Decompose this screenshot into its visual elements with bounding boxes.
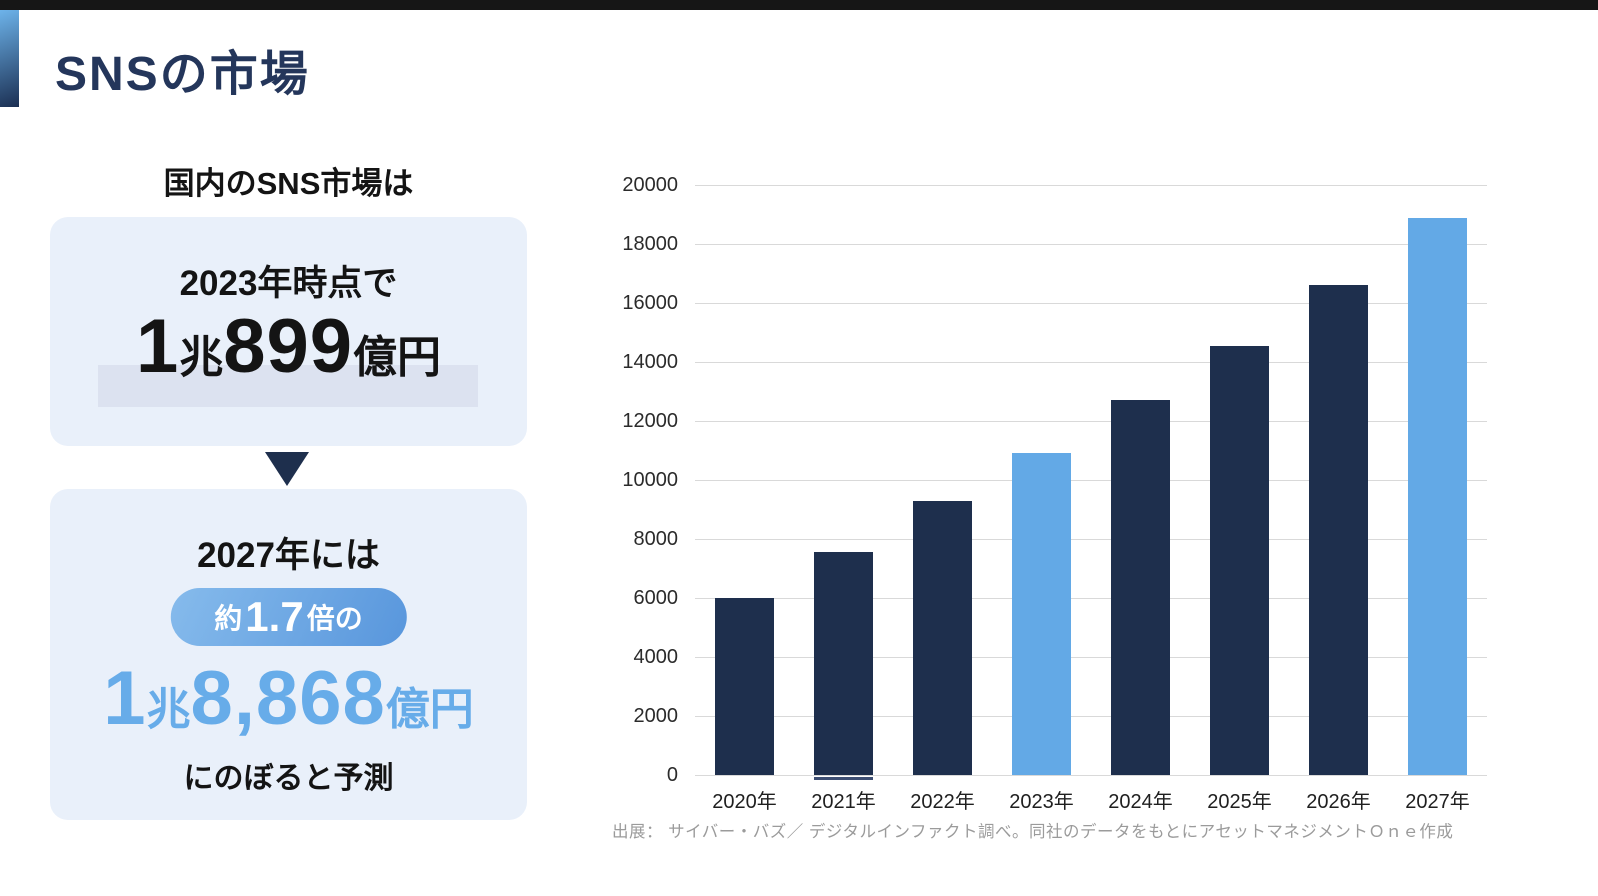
- x-tick-label: 2021年: [811, 791, 876, 813]
- multiplier-pill: 約 1.7 倍の: [170, 588, 407, 646]
- source-note: 出展： サイバー・バズ／ デジタルインファクト調べ。同社のデータをもとにアセット…: [612, 823, 1454, 841]
- box2-value: 1兆8,868億円: [50, 655, 527, 742]
- box2-value-unit1: 兆: [146, 685, 191, 734]
- box1-value-unit2: 億円: [353, 333, 442, 382]
- y-tick-label: 4000: [633, 646, 679, 668]
- y-tick-label: 8000: [633, 528, 679, 550]
- y-tick-label: 2000: [633, 705, 679, 727]
- x-tick-label: 2020年: [712, 791, 777, 813]
- pill-number: 1.7: [245, 593, 304, 640]
- gridline: [695, 539, 1487, 540]
- bar-2023年: [1012, 453, 1071, 775]
- gridline: [695, 185, 1487, 186]
- x-tick-label: 2022年: [910, 791, 975, 813]
- bar-2024年: [1111, 400, 1170, 775]
- box1-value-num1: 1: [135, 304, 180, 389]
- box2-value-num2: 8,868: [190, 656, 386, 741]
- x-tick-label: 2027年: [1405, 791, 1470, 813]
- gridline: [695, 244, 1487, 245]
- bar-2025年: [1210, 345, 1269, 775]
- pill-suffix: 倍の: [306, 603, 363, 634]
- y-tick-label: 12000: [622, 410, 678, 432]
- page-title: SNSの市場: [55, 48, 310, 101]
- pill-prefix: 約: [214, 603, 243, 634]
- x-tick-label: 2025年: [1207, 791, 1272, 813]
- gridline: [695, 716, 1487, 717]
- stat-box-2023: 2023年時点で 1兆899億円: [50, 217, 527, 446]
- bar-2022年: [913, 500, 972, 775]
- gridline: [695, 303, 1487, 304]
- gridline: [695, 657, 1487, 658]
- y-tick-label: 20000: [622, 174, 678, 196]
- x-tick-label: 2026年: [1306, 791, 1371, 813]
- bar-2027年: [1408, 218, 1467, 775]
- box1-value-num2: 899: [223, 304, 354, 389]
- y-tick-label: 18000: [622, 233, 678, 255]
- bar-2021年: [814, 552, 873, 775]
- gridline: [695, 598, 1487, 599]
- box2-caption: にのぼると予測: [183, 762, 394, 795]
- bar-chart: 20000 18000 16000 14000 12000 10000 8000 6000 40…: [600, 170, 1550, 870]
- intro-heading: 国内のSNS市場は: [163, 166, 414, 201]
- stat-box-2027: 2027年には 約 1.7 倍の 1兆8,868億円 にのぼると予測: [50, 489, 527, 820]
- box2-value-num1: 1: [103, 656, 147, 741]
- highlight-band: [98, 365, 478, 407]
- y-tick-label: 6000: [633, 587, 679, 609]
- x-tick-label: 2024年: [1108, 791, 1173, 813]
- bar-base-sliver: [814, 777, 873, 780]
- gridline: [695, 775, 1487, 776]
- y-tick-label: 0: [666, 764, 678, 786]
- box1-heading: 2023年時点で: [179, 264, 398, 303]
- y-tick-label: 10000: [622, 469, 678, 491]
- gridline: [695, 421, 1487, 422]
- box1-value: 1兆899億円: [50, 303, 527, 407]
- title-accent-bar: [0, 10, 19, 107]
- gridline: [695, 480, 1487, 481]
- bar-2020年: [715, 598, 774, 775]
- y-tick-label: 14000: [622, 351, 678, 373]
- bar-2026年: [1309, 285, 1368, 775]
- y-tick-label: 16000: [622, 292, 678, 314]
- box1-value-unit1: 兆: [179, 333, 224, 382]
- top-strip: [0, 0, 1598, 10]
- box2-value-unit2: 億円: [385, 685, 474, 734]
- down-arrow-icon: [265, 452, 309, 486]
- x-tick-label: 2023年: [1009, 791, 1074, 813]
- gridline: [695, 362, 1487, 363]
- box2-heading: 2027年には: [197, 536, 380, 575]
